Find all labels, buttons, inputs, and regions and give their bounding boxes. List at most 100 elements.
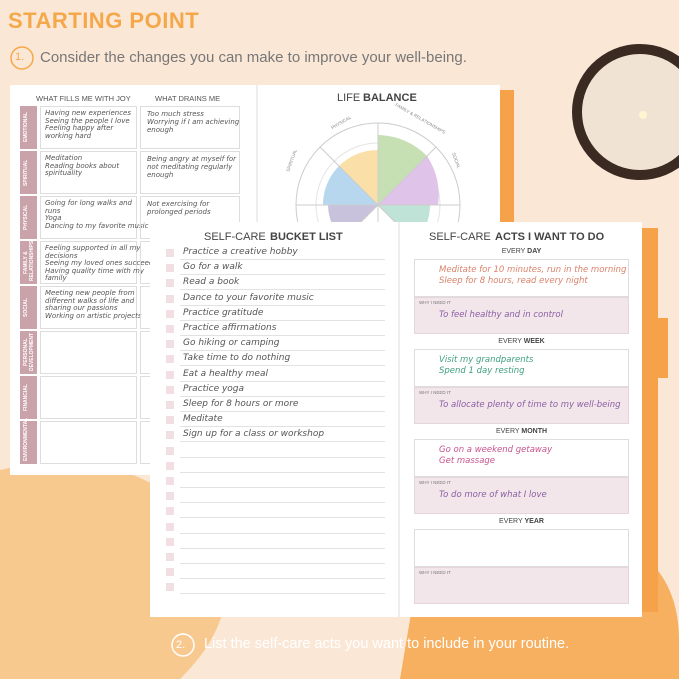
frequency: EVERY YEAR <box>414 518 629 525</box>
why-box: WHY I NEED IT To feel healthy and in cont… <box>414 297 629 334</box>
why-label: WHY I NEED IT <box>419 390 451 395</box>
checkbox <box>166 583 174 592</box>
step-circle <box>171 633 195 657</box>
candle-flame <box>639 111 647 119</box>
title: STARTING POINT <box>8 8 200 33</box>
handwritten-text: Spend 1 day resting <box>439 366 525 376</box>
area-label: PERSONAL DEVELOPMENT <box>20 331 37 374</box>
handwritten-text: Meditate <box>183 414 223 425</box>
handwritten-text: not meditating regularly <box>147 163 233 171</box>
frequency-every: EVERY <box>501 248 528 255</box>
area-label: EMOTIONAL <box>20 106 37 149</box>
checkbox <box>166 492 174 501</box>
section-title: SELF-CARE <box>429 231 491 243</box>
step-number: 1. <box>15 51 25 63</box>
bookmark <box>656 318 668 378</box>
rule-line <box>180 471 385 473</box>
section-title: SELF-CARE <box>204 231 266 243</box>
handwritten-text: To do more of what I love <box>439 490 547 500</box>
rule-line <box>180 426 385 428</box>
handwritten-text: Sleep for 8 hours, read every night <box>439 276 588 286</box>
why-box: WHY I NEED IT To allocate plenty of time … <box>414 387 629 424</box>
handwritten-text: prolonged periods <box>147 208 211 216</box>
handwritten-text: Feeling happy after <box>45 124 114 132</box>
section-title: BALANCE <box>363 92 417 104</box>
handwritten-text: Meditate for 10 minutes, run in the morn… <box>439 265 627 275</box>
joy-cell: Meditation Reading books about spiritualit… <box>40 151 137 194</box>
handwritten-text: Go hiking or camping <box>183 338 280 349</box>
checkbox <box>166 279 174 288</box>
acts-box: Meditate for 10 minutes, run in the morn… <box>414 259 629 297</box>
rule-line <box>180 517 385 519</box>
acts-box: Go on a weekend getaway Get massage <box>414 439 629 477</box>
rule-line <box>180 380 385 382</box>
drain-cell: Being angry at myself for not meditating … <box>140 151 240 194</box>
handwritten-text: Go for a walk <box>183 262 243 273</box>
joy-cell <box>40 376 137 419</box>
why-label: WHY I NEED IT <box>419 300 451 305</box>
handwritten-text: Not exercising for <box>147 200 210 208</box>
step-circle <box>10 46 34 70</box>
frequency-period: YEAR <box>524 518 544 525</box>
checkbox <box>166 355 174 364</box>
checkbox <box>166 537 174 546</box>
handwritten-text: Practice affirmations <box>183 323 277 333</box>
handwritten-text: Eat a healthy meal <box>183 368 268 379</box>
rule-line <box>180 578 385 580</box>
frequency: EVERY MONTH <box>414 428 629 435</box>
checkbox <box>166 568 174 577</box>
rule-line <box>180 456 385 458</box>
checkbox <box>166 385 174 394</box>
rule-line <box>180 502 385 504</box>
checkbox <box>166 325 174 333</box>
notebook-spine <box>642 228 658 612</box>
handwritten-text: enough <box>147 171 174 179</box>
column-header: WHAT DRAINS ME <box>155 94 221 103</box>
handwritten-text: Having quality time with my <box>45 266 144 275</box>
handwritten-text: Dancing to my favorite music <box>45 221 149 230</box>
handwritten-text: To allocate plenty of time to my well-be… <box>439 400 621 410</box>
area-label: FAMILY & RELATIONSHIPS <box>20 241 37 284</box>
why-label: WHY I NEED IT <box>419 480 451 485</box>
area-label: FINANCIAL <box>20 376 37 419</box>
why-box: WHY I NEED IT To do more of what I love <box>414 477 629 514</box>
handwritten-text: Sleep for 8 hours or more <box>183 399 299 409</box>
checkbox <box>166 446 174 455</box>
checkbox <box>166 340 174 349</box>
column-header: WHAT FILLS ME WITH JOY <box>36 94 131 103</box>
checkbox <box>166 431 174 440</box>
frequency-period: WEEK <box>523 338 545 345</box>
handwritten-text: decisions <box>45 251 78 260</box>
checkbox <box>166 477 174 485</box>
frequency: EVERY WEEK <box>414 338 629 345</box>
handwritten-text: Yoga <box>45 214 62 222</box>
why-label: WHY I NEED IT <box>419 570 451 575</box>
candle-wax <box>582 54 679 170</box>
handwritten-text: working hard <box>45 131 92 140</box>
handwritten-text: Meeting new people from <box>45 289 135 297</box>
joy-cell <box>40 421 137 464</box>
handwritten-text: enough <box>147 126 174 134</box>
handwritten-text: Working on artistic projects <box>45 311 142 320</box>
frequency-period: DAY <box>527 248 542 255</box>
joy-cell: Feeling supported in all my decisions Seei… <box>40 241 153 284</box>
area-label: SPIRITUAL <box>20 151 37 194</box>
checkbox <box>166 553 174 561</box>
handwritten-text: runs <box>45 206 61 215</box>
handwritten-text: Practice yoga <box>183 383 245 394</box>
handwritten-text: Having new experiences <box>45 109 132 117</box>
checkbox <box>166 522 174 531</box>
checkbox <box>166 416 174 425</box>
step-text: List the self-care acts you want to incl… <box>204 636 570 652</box>
rule-line <box>180 289 385 291</box>
rule-line <box>180 259 385 260</box>
handwritten-text: Seeing the people I love <box>45 116 130 125</box>
checkbox <box>166 507 174 516</box>
drain-cell: Too much stress Worrying if I am achievin… <box>140 106 240 149</box>
handwritten-text: Practice a creative hobby <box>183 247 298 257</box>
handwritten-text: Sign up for a class or workshop <box>183 429 325 440</box>
handwritten-text: Take time to do nothing <box>183 353 291 364</box>
checkbox <box>166 461 174 470</box>
handwritten-text: Read a book <box>183 277 240 288</box>
